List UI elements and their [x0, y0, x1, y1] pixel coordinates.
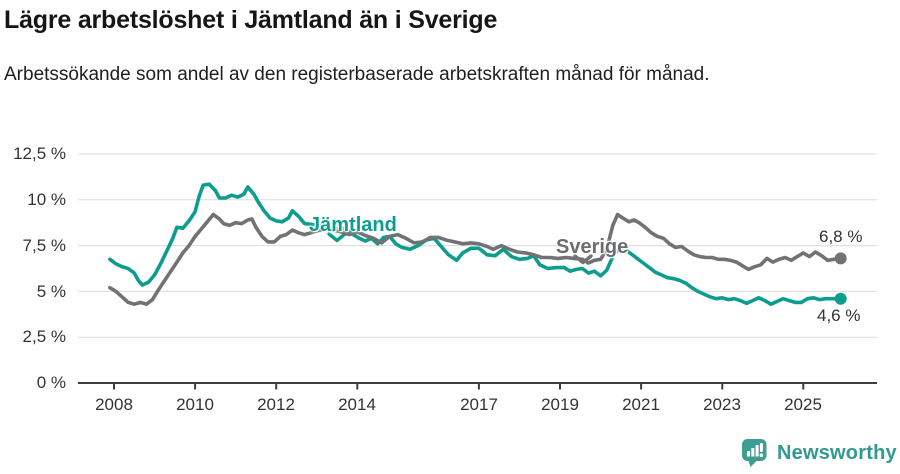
- y-axis-label: 10 %: [27, 190, 66, 209]
- chart-subtitle: Arbetssökande som andel av den registerb…: [4, 64, 710, 85]
- end-value-label-sverige: 6,8 %: [819, 227, 863, 246]
- y-axis-label: 7,5 %: [22, 236, 66, 255]
- newsworthy-logo[interactable]: Newsworthy: [741, 438, 897, 468]
- x-axis-label: 2021: [622, 395, 660, 414]
- series-label-sverige: Sverige: [556, 236, 629, 258]
- x-axis-label: 2025: [784, 395, 822, 414]
- newsworthy-logo-text: Newsworthy: [777, 441, 897, 464]
- page-title: Lägre arbetslöshet i Jämtland än i Sveri…: [4, 6, 498, 34]
- series-line-sverige: [108, 212, 843, 307]
- x-axis-label: 2023: [703, 395, 741, 414]
- x-axis-label: 2010: [176, 395, 214, 414]
- x-axis-label: 2017: [460, 395, 498, 414]
- x-axis-label: 2019: [541, 395, 579, 414]
- x-axis-label: 2008: [95, 395, 133, 414]
- end-value-label-jamtland: 4,6 %: [817, 306, 861, 325]
- y-axis-label: 0 %: [36, 373, 66, 392]
- series-line-jamtland: [108, 182, 843, 307]
- series-end-dot-jamtland: [834, 292, 847, 305]
- y-axis-label: 2,5 %: [22, 327, 66, 346]
- newsworthy-pin-barchart-icon: [742, 439, 767, 467]
- x-axis-label: 2012: [257, 395, 295, 414]
- y-axis-label: 5 %: [36, 282, 66, 301]
- series-label-jamtland: Jämtland: [309, 214, 397, 236]
- x-axis-label: 2014: [338, 395, 376, 414]
- y-axis-label: 12,5 %: [13, 144, 66, 163]
- series-end-dot-sverige: [834, 252, 847, 265]
